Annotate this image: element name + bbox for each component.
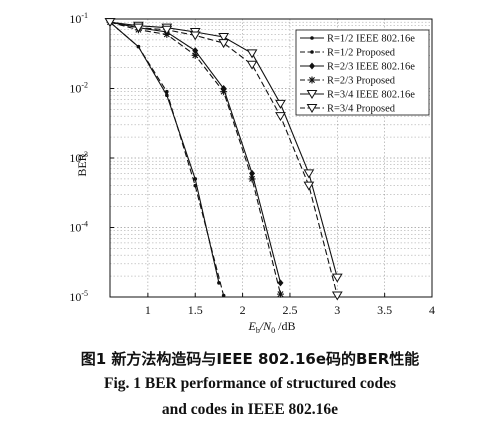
- x-label-main: E: [247, 319, 256, 333]
- y-tick-label: 10-4: [69, 220, 88, 235]
- series-line: [109, 21, 338, 296]
- data-point: [248, 175, 256, 183]
- x-tick-label: 3: [334, 303, 340, 317]
- legend-label: R=1/2 IEEE 802.16e: [327, 34, 415, 45]
- figure-caption-chinese: 图1 新方法构造码与IEEE 802.16e码的BER性能: [80, 350, 420, 368]
- legend-marker: [306, 90, 318, 99]
- data-point: [189, 31, 201, 41]
- data-point: [133, 23, 144, 33]
- y-tick-label: 10-3: [69, 150, 88, 165]
- legend-label: R=2/3 IEEE 802.16e: [327, 62, 415, 73]
- legend-item: R=1/2 Proposed: [300, 48, 396, 59]
- data-point: [192, 47, 199, 55]
- data-point: [136, 44, 141, 49]
- figure-caption-english-line2: and codes in IEEE 802.16e: [161, 401, 339, 418]
- legend-box: [295, 29, 430, 116]
- x-tick-label: 2: [240, 303, 246, 317]
- data-point: [303, 181, 315, 191]
- legend-marker: [310, 50, 314, 54]
- figure-caption-english-line1: Fig. 1 BER performance of structured cod…: [103, 375, 396, 392]
- x-label-over: /N: [259, 319, 272, 333]
- data-point: [303, 169, 315, 179]
- data-point: [218, 39, 230, 49]
- ber-chart: 1 1.5 2 2.5 3 3.5 4 10-1 10-2 10-3 10-4 10-5 R=1/2 …: [69, 11, 435, 335]
- legend-item: R=2/3 Proposed: [300, 76, 396, 87]
- chart-grid: [110, 19, 433, 297]
- legend-marker: [310, 36, 314, 40]
- legend-marker: [306, 104, 318, 113]
- y-tick-label: 10-2: [69, 81, 88, 96]
- data-point: [218, 33, 230, 43]
- data-point: [193, 177, 198, 181]
- legend: R=1/2 IEEE 802.16e R=1/2 Proposed R=2/3 IE…: [295, 29, 430, 116]
- x-label-unit: /dB: [275, 319, 295, 333]
- data-point: [165, 89, 169, 94]
- legend-label: R=3/4 IEEE 802.16e: [327, 90, 415, 101]
- data-point: [246, 60, 258, 70]
- data-point: [275, 99, 286, 109]
- series-1: [108, 20, 221, 285]
- data-point: [277, 279, 284, 287]
- data-point: [193, 183, 198, 188]
- axis-ticks: 1 1.5 2 2.5 3 3.5 4 10-1 10-2 10-3 10-4 10-5: [69, 11, 435, 317]
- data-point: [104, 18, 116, 28]
- legend-label: R=2/3 Proposed: [327, 76, 396, 87]
- x-label-sub2: 0: [271, 326, 275, 335]
- legend-item: R=1/2 IEEE 802.16e: [300, 34, 415, 45]
- x-tick-label: 1.5: [188, 303, 203, 317]
- legend-label: R=3/4 Proposed: [327, 104, 396, 115]
- data-point: [275, 112, 286, 122]
- legend-label: R=1/2 Proposed: [327, 48, 396, 59]
- data-point: [161, 25, 173, 35]
- legend-marker: [309, 62, 315, 70]
- legend-item: R=3/4 Proposed: [300, 104, 396, 115]
- data-point: [246, 49, 258, 59]
- x-tick-label: 1: [145, 303, 151, 317]
- series-layer: [104, 18, 343, 301]
- x-tick-label: 2.5: [282, 303, 297, 317]
- x-tick-label: 3.5: [377, 303, 392, 317]
- data-point: [191, 51, 199, 59]
- x-tick-label: 4: [429, 303, 435, 317]
- x-label-sub: b: [256, 326, 260, 335]
- legend-marker: [308, 76, 316, 84]
- y-tick-label: 10-5: [69, 289, 88, 304]
- legend-item: R=3/4 IEEE 802.16e: [300, 90, 415, 101]
- data-point: [221, 293, 226, 298]
- data-point: [220, 88, 228, 96]
- series-2: [108, 20, 226, 298]
- data-point: [331, 273, 343, 283]
- y-tick-label: 10-1: [69, 11, 88, 26]
- series-6: [104, 18, 343, 301]
- series-line: [109, 21, 225, 296]
- legend-item: R=2/3 IEEE 802.16e: [300, 62, 415, 73]
- x-axis-label: Eb/N0 /dB: [247, 319, 295, 335]
- data-point: [276, 290, 284, 298]
- y-axis-label: BER: [75, 153, 89, 176]
- data-point: [331, 291, 343, 301]
